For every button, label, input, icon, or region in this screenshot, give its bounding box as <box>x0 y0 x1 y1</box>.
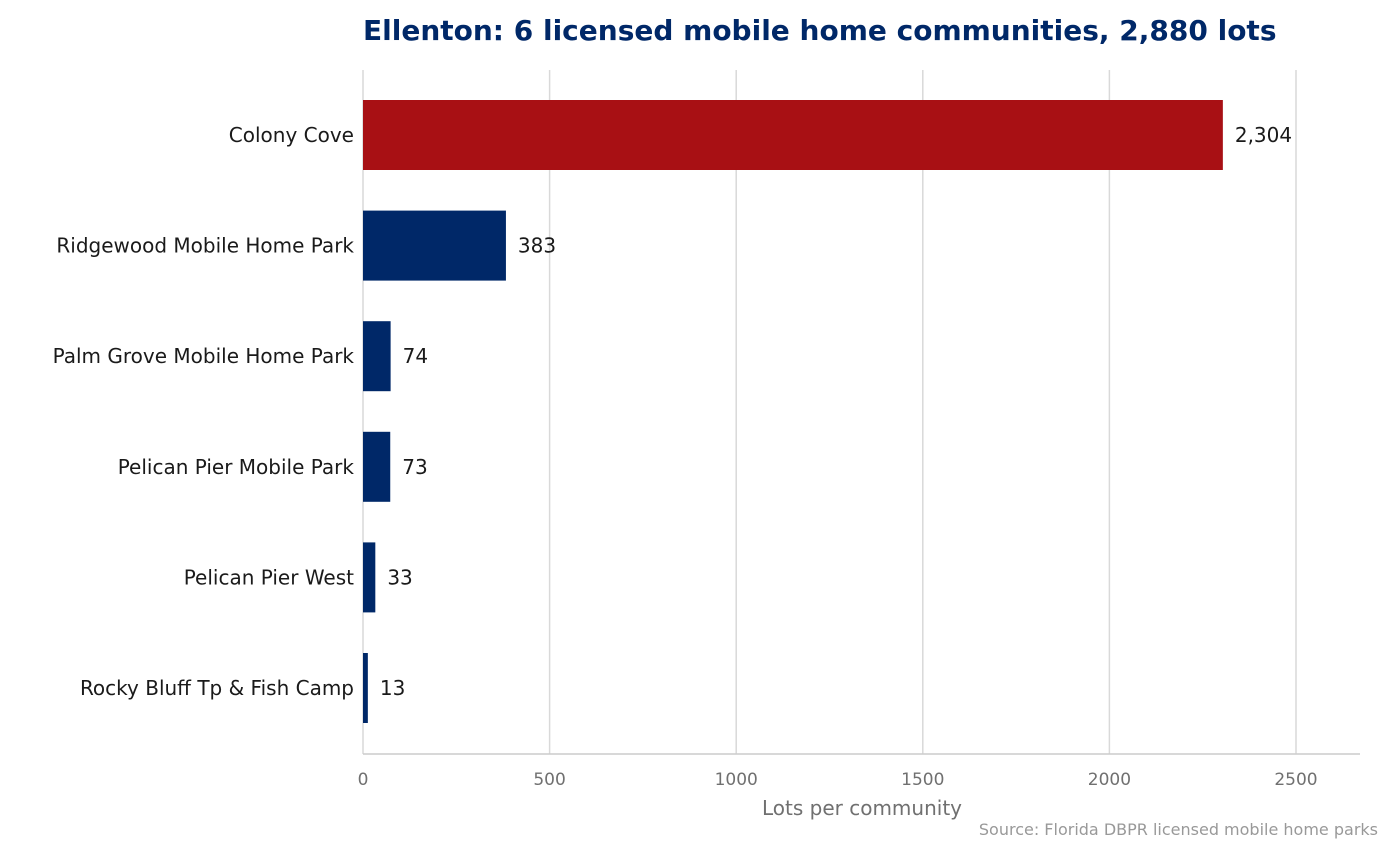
bar <box>363 431 391 502</box>
bar <box>363 100 1223 170</box>
bar <box>363 210 506 281</box>
category-label: Ridgewood Mobile Home Park <box>56 234 354 258</box>
bar <box>363 321 391 392</box>
x-tick-label: 2000 <box>1088 770 1131 790</box>
category-labels: Colony Cove Ridgewood Mobile Home Park Pal… <box>53 123 355 700</box>
chart-title: Ellenton: 6 licensed mobile home communi… <box>363 14 1277 47</box>
x-axis-title: Lots per community <box>762 796 962 820</box>
bar <box>363 653 368 723</box>
category-label: Pelican Pier Mobile Park <box>118 455 355 479</box>
value-label: 33 <box>387 565 412 589</box>
x-tick-labels: 0 500 1000 1500 2000 2500 <box>358 770 1318 790</box>
x-tick-label: 1000 <box>715 770 758 790</box>
x-tick-label: 0 <box>358 770 369 790</box>
value-label: 73 <box>402 455 427 479</box>
category-label: Colony Cove <box>229 123 354 147</box>
bars <box>363 100 1223 723</box>
source-note: Source: Florida DBPR licensed mobile hom… <box>979 820 1378 839</box>
value-label: 383 <box>518 234 556 258</box>
x-tick-label: 500 <box>533 770 565 790</box>
gridlines <box>362 70 1297 754</box>
category-label: Pelican Pier West <box>184 565 354 589</box>
value-labels: 2,304 383 74 73 33 13 <box>380 123 1292 700</box>
x-tick-label: 1500 <box>901 770 944 790</box>
category-label: Palm Grove Mobile Home Park <box>53 344 355 368</box>
x-tick-label: 2500 <box>1274 770 1317 790</box>
value-label: 74 <box>403 344 428 368</box>
value-label: 2,304 <box>1235 123 1292 147</box>
value-label: 13 <box>380 676 405 700</box>
bar <box>363 542 376 613</box>
category-label: Rocky Bluff Tp & Fish Camp <box>80 676 354 700</box>
